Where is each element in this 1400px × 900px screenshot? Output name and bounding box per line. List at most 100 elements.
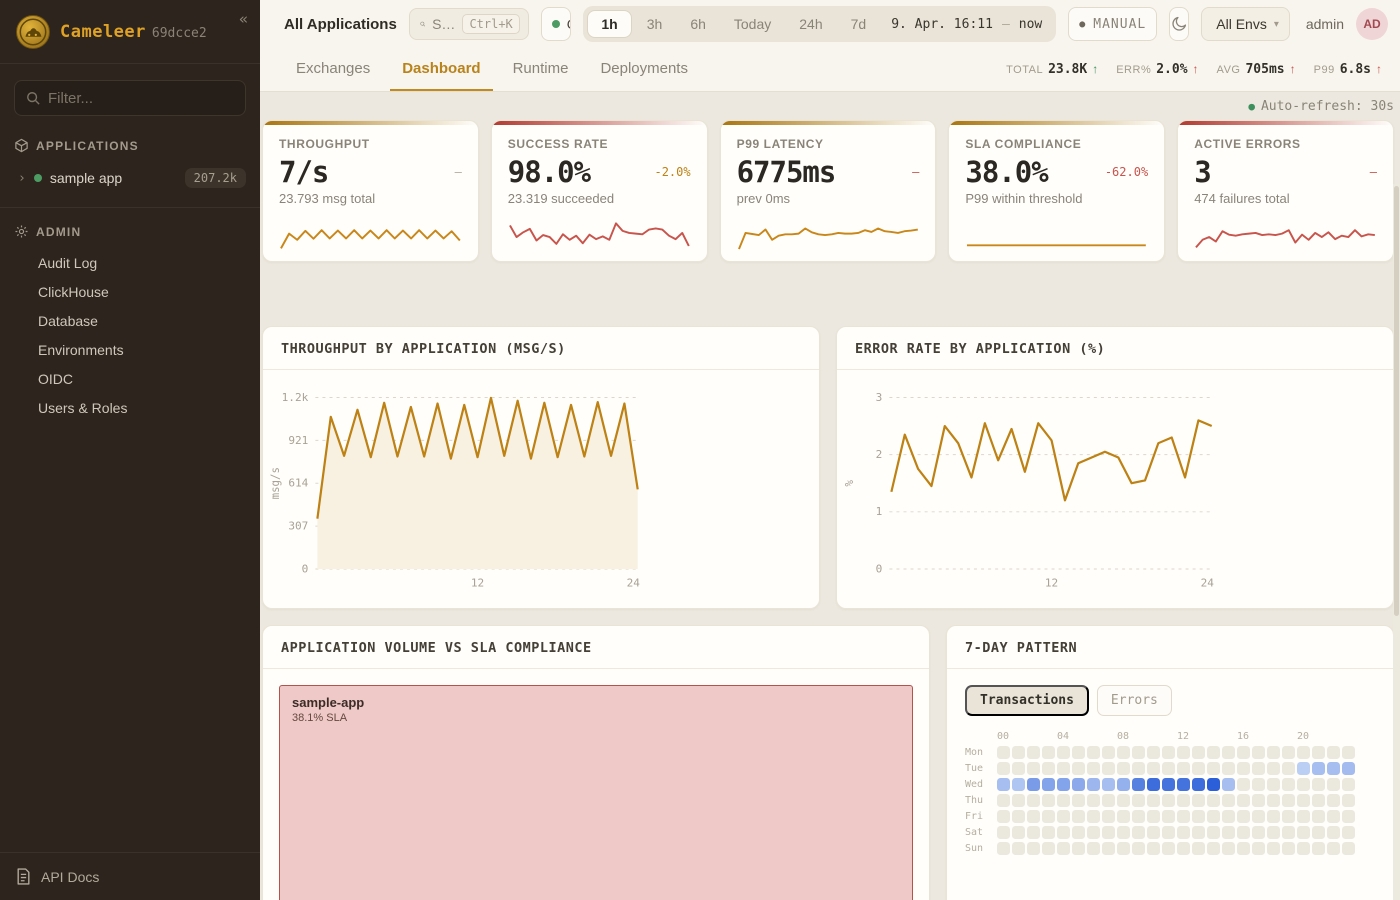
avatar[interactable]: AD xyxy=(1356,8,1388,40)
tab-runtime[interactable]: Runtime xyxy=(512,60,569,77)
kpi-label: SLA COMPLIANCE xyxy=(965,137,1082,151)
sidebar-item-clickhouse[interactable]: ClickHouse xyxy=(38,284,109,300)
kpi-sparkline xyxy=(967,244,1147,247)
admin-nav-list: Audit Log ClickHouse Database Environments O… xyxy=(0,247,260,423)
sidebar-item-sample-app[interactable]: › sample app 207.2k xyxy=(0,161,260,195)
date-range-display[interactable]: 9. Apr. 16:11– now xyxy=(881,17,1052,32)
svg-text:1: 1 xyxy=(876,505,883,518)
sidebar-item-database[interactable]: Database xyxy=(38,313,98,329)
tab-deployments[interactable]: Deployments xyxy=(600,60,688,77)
seven-day-pattern-card: 7-DAY PATTERN Transactions Errors 00 04 08 1… xyxy=(946,625,1394,900)
heatmap-cell xyxy=(1267,841,1280,855)
status-dot-green xyxy=(551,20,560,28)
global-search-input[interactable]: S… Ctrl+K xyxy=(408,8,529,40)
kpi-sparkline xyxy=(280,229,461,249)
treemap-tile-sample-app[interactable]: sample-app 38.1% SLA xyxy=(279,685,913,900)
header-stat-err: ERR% 2.0% ↑ xyxy=(1116,62,1198,77)
heatmap-cell xyxy=(1237,809,1250,823)
heatmap-cell xyxy=(1087,841,1100,855)
sidebar-filter-input[interactable]: Filter... xyxy=(14,80,246,116)
heatmap-cell xyxy=(1117,841,1130,855)
heatmap-cell xyxy=(1327,841,1340,855)
heatmap-cell xyxy=(1057,793,1070,807)
time-range-7d[interactable]: 7d xyxy=(850,16,867,32)
heatmap-cell xyxy=(1312,825,1325,839)
heatmap-cell xyxy=(1312,745,1325,759)
scrollbar-thumb[interactable] xyxy=(1394,186,1399,616)
heatmap-cell xyxy=(1057,825,1070,839)
online-status-button[interactable]: O xyxy=(540,7,572,41)
toggle-transactions[interactable]: Transactions xyxy=(965,685,1089,716)
heatmap-cell xyxy=(1057,809,1070,823)
kpi-accent-bar xyxy=(263,121,478,125)
heatmap-cell xyxy=(1312,809,1325,823)
heatmap-cell xyxy=(1237,793,1250,807)
kpi-delta: – xyxy=(1369,165,1377,179)
date-from: 9. Apr. 16:11 xyxy=(891,16,993,32)
kpi-label: THROUGHPUT xyxy=(279,137,370,151)
heatmap-day-label-sat: Sat xyxy=(965,826,984,838)
heatmap-cell xyxy=(1147,777,1160,791)
heatmap-cell xyxy=(1147,745,1160,759)
heatmap-cell xyxy=(1042,777,1055,791)
environment-select[interactable]: All Envs ▾ xyxy=(1201,7,1290,41)
kpi-value: 98.0% xyxy=(507,155,591,189)
heatmap-cell xyxy=(1117,809,1130,823)
sidebar-item-oidc[interactable]: OIDC xyxy=(38,371,73,387)
search-placeholder: S… xyxy=(432,16,456,32)
heatmap-cell xyxy=(1177,761,1190,775)
heatmap-cell xyxy=(1282,825,1295,839)
kpi-value: 6775ms xyxy=(736,155,837,189)
heatmap-cell xyxy=(1252,793,1265,807)
app-count-badge: 207.2k xyxy=(184,168,246,188)
date-to: now xyxy=(1018,16,1043,32)
svg-text:3: 3 xyxy=(876,391,883,404)
heatmap-cell xyxy=(1297,745,1310,759)
heatmap-cell xyxy=(1252,761,1265,775)
tab-exchanges[interactable]: Exchanges xyxy=(296,60,371,77)
stat-value: 23.8K xyxy=(1048,62,1088,77)
heatmap-cell xyxy=(1222,777,1235,791)
heatmap-cell xyxy=(1267,793,1280,807)
heatmap-cell xyxy=(1027,809,1040,823)
heatmap-cell xyxy=(1207,841,1220,855)
chevron-right-icon[interactable]: › xyxy=(18,170,26,186)
heatmap-cell xyxy=(1087,777,1100,791)
sidebar-item-users-roles[interactable]: Users & Roles xyxy=(38,400,128,416)
svg-text:614: 614 xyxy=(288,477,308,490)
heatmap-cell xyxy=(1222,793,1235,807)
heatmap-cell xyxy=(1132,825,1145,839)
time-range-3h[interactable]: 3h xyxy=(646,16,663,32)
time-range-24h[interactable]: 24h xyxy=(799,16,823,32)
heatmap-cell xyxy=(997,761,1010,775)
sidebar-collapse-icon[interactable]: « xyxy=(238,10,248,28)
heatmap-cell xyxy=(1072,793,1085,807)
stat-value: 2.0% xyxy=(1156,62,1188,77)
dark-mode-toggle-button[interactable] xyxy=(1169,7,1190,41)
kpi-sparkline xyxy=(508,222,690,247)
error-rate-chart-card: ERROR RATE BY APPLICATION (%) 0 1 2 3 12 24% xyxy=(836,326,1394,609)
stat-label: P99 xyxy=(1313,64,1335,76)
chevron-down-icon: ▾ xyxy=(1273,18,1279,30)
kpi-subtext: prev 0ms xyxy=(736,191,791,206)
heatmap-cell xyxy=(1027,841,1040,855)
heatmap-cell xyxy=(1252,825,1265,839)
time-range-1h[interactable]: 1h xyxy=(587,10,632,38)
refresh-mode-button[interactable]: ● MANUAL xyxy=(1068,7,1158,41)
toggle-errors[interactable]: Errors xyxy=(1096,685,1172,716)
heatmap-day-label-wed: Wed xyxy=(965,778,984,790)
heatmap-day-label-sun: Sun xyxy=(965,842,984,854)
heatmap-cell xyxy=(1327,793,1340,807)
heatmap-cell xyxy=(1072,761,1085,775)
kpi-label: P99 LATENCY xyxy=(736,137,824,151)
sidebar-item-environments[interactable]: Environments xyxy=(38,342,124,358)
sidebar-item-api-docs[interactable]: API Docs xyxy=(0,852,260,900)
svg-text:12: 12 xyxy=(1045,577,1058,590)
heatmap-hour-label: 12 xyxy=(1177,730,1190,742)
heatmap-cell xyxy=(1102,809,1115,823)
tab-dashboard[interactable]: Dashboard xyxy=(390,48,493,91)
sidebar-item-audit-log[interactable]: Audit Log xyxy=(38,255,98,271)
heatmap-cell xyxy=(1102,841,1115,855)
time-range-6h[interactable]: 6h xyxy=(690,16,706,32)
time-range-today[interactable]: Today xyxy=(733,16,772,32)
